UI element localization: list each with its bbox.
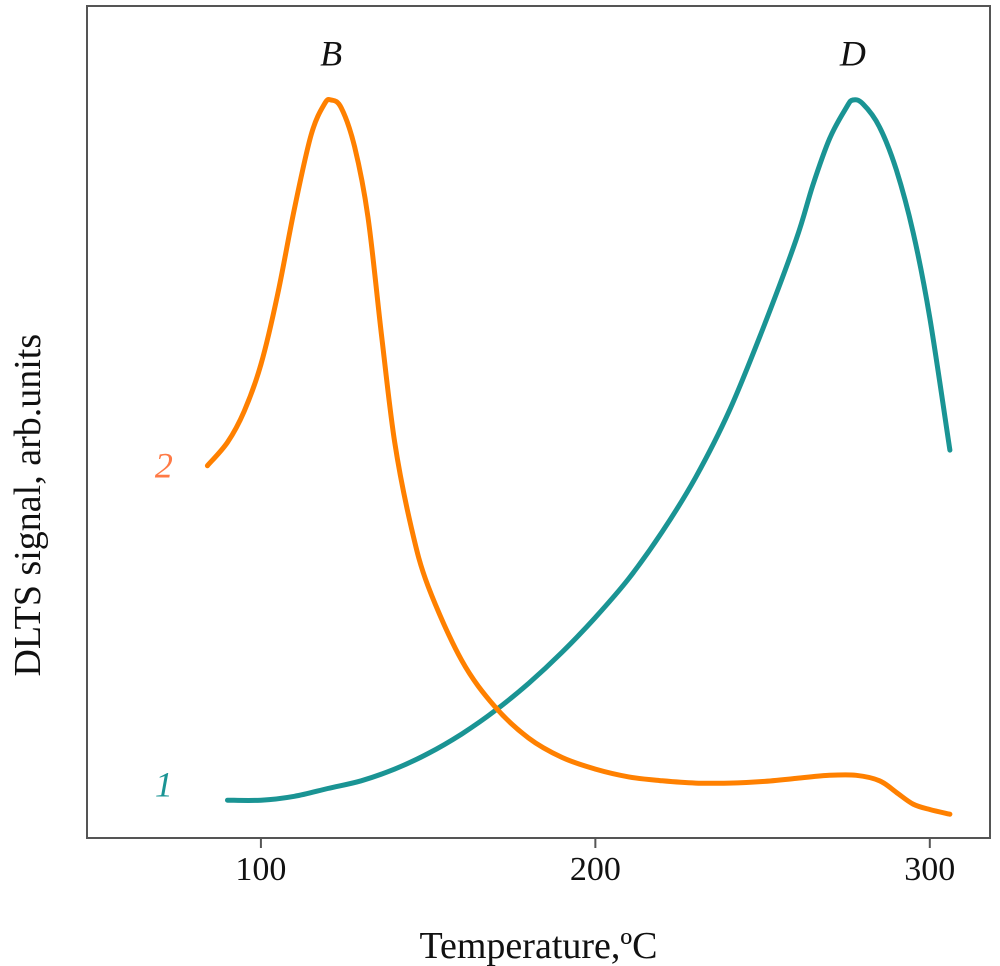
x-axis-title: Temperature,ºC <box>419 925 657 966</box>
curve-label-2: 2 <box>155 446 173 486</box>
x-tick-label-200: 200 <box>570 851 621 888</box>
peak-label-B: B <box>320 33 342 73</box>
x-tick-label-100: 100 <box>235 851 286 888</box>
curve-label-1: 1 <box>155 765 173 805</box>
x-axis-ticks <box>259 838 931 848</box>
curves <box>204 96 953 817</box>
y-axis-title: DLTS signal, arb.units <box>7 334 49 677</box>
peak-label-D: D <box>839 33 866 73</box>
x-tick-label-300: 300 <box>904 851 955 888</box>
curve-1 <box>225 97 953 803</box>
x-axis-tick-labels: 100 200 300 <box>235 851 955 888</box>
plot-frame <box>86 5 991 839</box>
curve-labels: 12 <box>155 446 173 805</box>
curve-2 <box>204 96 953 817</box>
